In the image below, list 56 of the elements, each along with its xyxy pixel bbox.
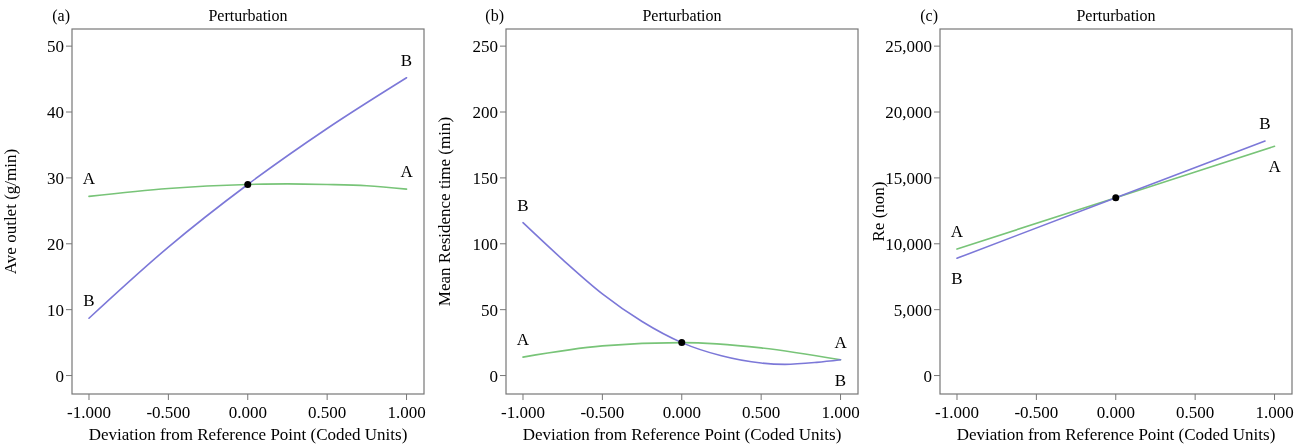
y-tick-label: 10 xyxy=(47,300,64,320)
x-tick-label: 1.000 xyxy=(387,403,426,422)
y-tick-label: 0 xyxy=(489,366,498,386)
x-tick-label: 0.500 xyxy=(742,403,781,422)
chart-title: Perturbation xyxy=(208,7,288,24)
y-tick-label: 100 xyxy=(472,234,498,254)
x-tick-label: -1.000 xyxy=(935,403,979,422)
line-series xyxy=(88,183,408,198)
x-tick-label: 1.000 xyxy=(821,403,860,422)
y-tick-label: 50 xyxy=(481,300,498,320)
text: B xyxy=(400,50,413,70)
y-tick-label: 10,000 xyxy=(885,234,932,254)
y-axis-title: Mean Residence time (min) xyxy=(435,116,454,307)
x-tick-label: 0.500 xyxy=(1176,403,1215,422)
y-tick-label: 5,000 xyxy=(893,300,932,320)
x-tick-label: -1.000 xyxy=(67,403,111,422)
text: A xyxy=(516,330,530,350)
y-axis-title: Ave outlet (g/min) xyxy=(1,148,20,275)
chart-title: Perturbation xyxy=(642,7,722,24)
text: (c) xyxy=(920,7,938,25)
series-label: B xyxy=(83,291,95,311)
text: (b) xyxy=(485,7,504,25)
y-tick-label: 25,000 xyxy=(885,37,932,57)
x-tick-label: 0.000 xyxy=(1096,403,1135,422)
text: B xyxy=(951,269,963,289)
series-label: A xyxy=(834,332,848,352)
x-tick-label: -0.500 xyxy=(580,403,625,422)
y-tick-label: 20,000 xyxy=(885,102,932,122)
x-axis-title: Deviation from Reference Point (Coded Units) xyxy=(956,425,1276,444)
chart-title: Perturbation xyxy=(1076,7,1156,24)
y-tick-label: 20 xyxy=(47,234,64,254)
x-tick-label: -0.500 xyxy=(1014,403,1059,422)
y-tick-label: 250 xyxy=(472,37,498,57)
x-tick-label: 0.000 xyxy=(228,403,267,422)
x-axis-title: Deviation from Reference Point (Coded Units) xyxy=(88,425,408,444)
text: A xyxy=(400,162,413,182)
series-label: A xyxy=(950,222,964,242)
x-axis-title: Deviation from Reference Point (Coded Units) xyxy=(522,425,842,444)
text: (a) xyxy=(52,7,70,25)
y-tick-label: 40 xyxy=(47,102,64,122)
x-tick-label: -1.000 xyxy=(501,403,545,422)
y-tick-label: 150 xyxy=(472,168,498,188)
y-tick-label: 0 xyxy=(55,366,64,386)
series-label: B xyxy=(1259,114,1271,133)
text: A xyxy=(1268,157,1281,177)
y-tick-label: 50 xyxy=(47,37,64,57)
x-tick-label: 0.500 xyxy=(308,403,347,422)
x-tick-label: 1.000 xyxy=(1255,403,1294,422)
y-tick-label: 30 xyxy=(47,168,64,188)
series-label: B xyxy=(517,195,529,215)
x-tick-label: 0.000 xyxy=(662,403,701,422)
x-tick-label: -0.500 xyxy=(146,403,191,422)
y-tick-label: 0 xyxy=(923,366,932,386)
y-tick-label: 200 xyxy=(472,102,498,122)
series-label: A xyxy=(82,169,96,189)
text: B xyxy=(834,370,847,390)
